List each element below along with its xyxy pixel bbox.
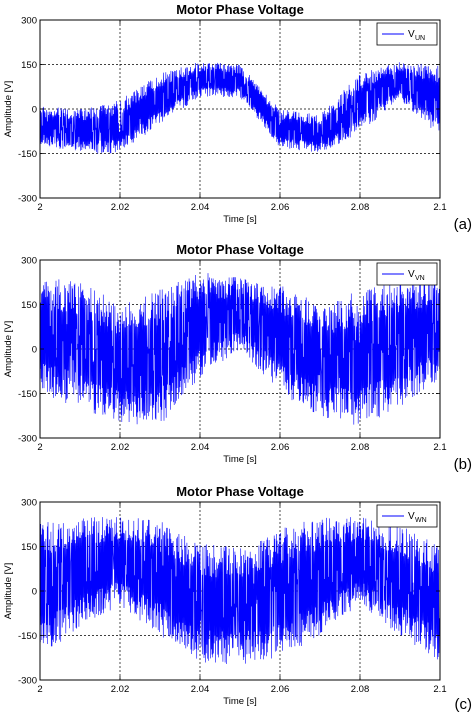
x-tick-label: 2 bbox=[37, 202, 42, 213]
y-axis-label: Amplitude [V] bbox=[3, 321, 14, 378]
x-tick-label: 2.08 bbox=[351, 202, 370, 213]
x-tick-label: 2.02 bbox=[111, 684, 130, 695]
y-tick-label: 300 bbox=[21, 16, 37, 27]
x-tick-label: 2 bbox=[37, 442, 42, 453]
x-axis-label: Time [s] bbox=[223, 214, 256, 225]
legend-label: V bbox=[408, 269, 415, 280]
y-tick-label: -300 bbox=[18, 194, 37, 205]
legend: V VN bbox=[376, 262, 438, 286]
legend-box bbox=[376, 262, 438, 286]
x-tick-label: 2 bbox=[37, 684, 42, 695]
series-line-v-wn bbox=[39, 517, 441, 664]
x-tick-label: 2.1 bbox=[433, 442, 446, 453]
y-tick-label: -150 bbox=[18, 149, 37, 160]
x-tick-label: 2.1 bbox=[433, 684, 446, 695]
y-tick-label: 150 bbox=[21, 300, 37, 311]
y-tick-label: -150 bbox=[18, 389, 37, 400]
panel-label: (b) bbox=[454, 456, 472, 473]
x-axis-label: Time [s] bbox=[223, 696, 256, 707]
y-tick-label: -300 bbox=[18, 434, 37, 445]
x-tick-label: 2.06 bbox=[271, 684, 290, 695]
chart-panel-1: Motor Phase Voltage 2 2.02 2.04 2.06 2.08 2.1 3… bbox=[3, 2, 472, 233]
y-axis-label: Amplitude [V] bbox=[3, 81, 14, 138]
chart-title: Motor Phase Voltage bbox=[176, 2, 304, 17]
legend-box bbox=[376, 22, 438, 46]
chart-panel-3: Motor Phase Voltage 2 2.02 2.04 2.06 2.08 2.1 3… bbox=[3, 484, 472, 713]
x-tick-label: 2.02 bbox=[111, 202, 130, 213]
chart-title: Motor Phase Voltage bbox=[176, 484, 304, 499]
legend-label-subscript: WN bbox=[415, 517, 427, 524]
legend-box bbox=[376, 504, 438, 528]
legend-label: V bbox=[408, 29, 415, 40]
legend: V UN bbox=[376, 22, 438, 46]
y-axis-label: Amplitude [V] bbox=[3, 563, 14, 620]
series-line-v-un bbox=[39, 62, 441, 154]
y-tick-label: -300 bbox=[18, 676, 37, 687]
chart-panel-2: Motor Phase Voltage 2 2.02 2.04 2.06 2.08 2.1 3… bbox=[3, 242, 472, 473]
y-tick-label: 150 bbox=[21, 542, 37, 553]
panel-label: (a) bbox=[454, 216, 472, 233]
x-tick-label: 2.02 bbox=[111, 442, 130, 453]
x-tick-label: 2.06 bbox=[271, 202, 290, 213]
chart-title: Motor Phase Voltage bbox=[176, 242, 304, 257]
x-tick-label: 2.08 bbox=[351, 442, 370, 453]
y-tick-label: 0 bbox=[32, 587, 37, 598]
panel-label: (c) bbox=[455, 696, 473, 713]
x-tick-label: 2.06 bbox=[271, 442, 290, 453]
y-tick-label: 300 bbox=[21, 256, 37, 267]
legend-label: V bbox=[408, 511, 415, 522]
y-tick-label: 150 bbox=[21, 60, 37, 71]
x-tick-label: 2.08 bbox=[351, 684, 370, 695]
x-tick-label: 2.1 bbox=[433, 202, 446, 213]
y-tick-label: 0 bbox=[32, 105, 37, 116]
y-tick-label: 0 bbox=[32, 345, 37, 356]
x-tick-label: 2.04 bbox=[191, 684, 210, 695]
y-tick-label: 300 bbox=[21, 498, 37, 509]
x-tick-label: 2.04 bbox=[191, 202, 210, 213]
y-tick-label: -150 bbox=[18, 631, 37, 642]
series-line-v-vn bbox=[39, 273, 441, 425]
x-tick-label: 2.04 bbox=[191, 442, 210, 453]
legend: V WN bbox=[376, 504, 438, 528]
x-axis-label: Time [s] bbox=[223, 454, 256, 465]
legend-label-subscript: VN bbox=[415, 275, 425, 282]
legend-label-subscript: UN bbox=[415, 35, 425, 42]
